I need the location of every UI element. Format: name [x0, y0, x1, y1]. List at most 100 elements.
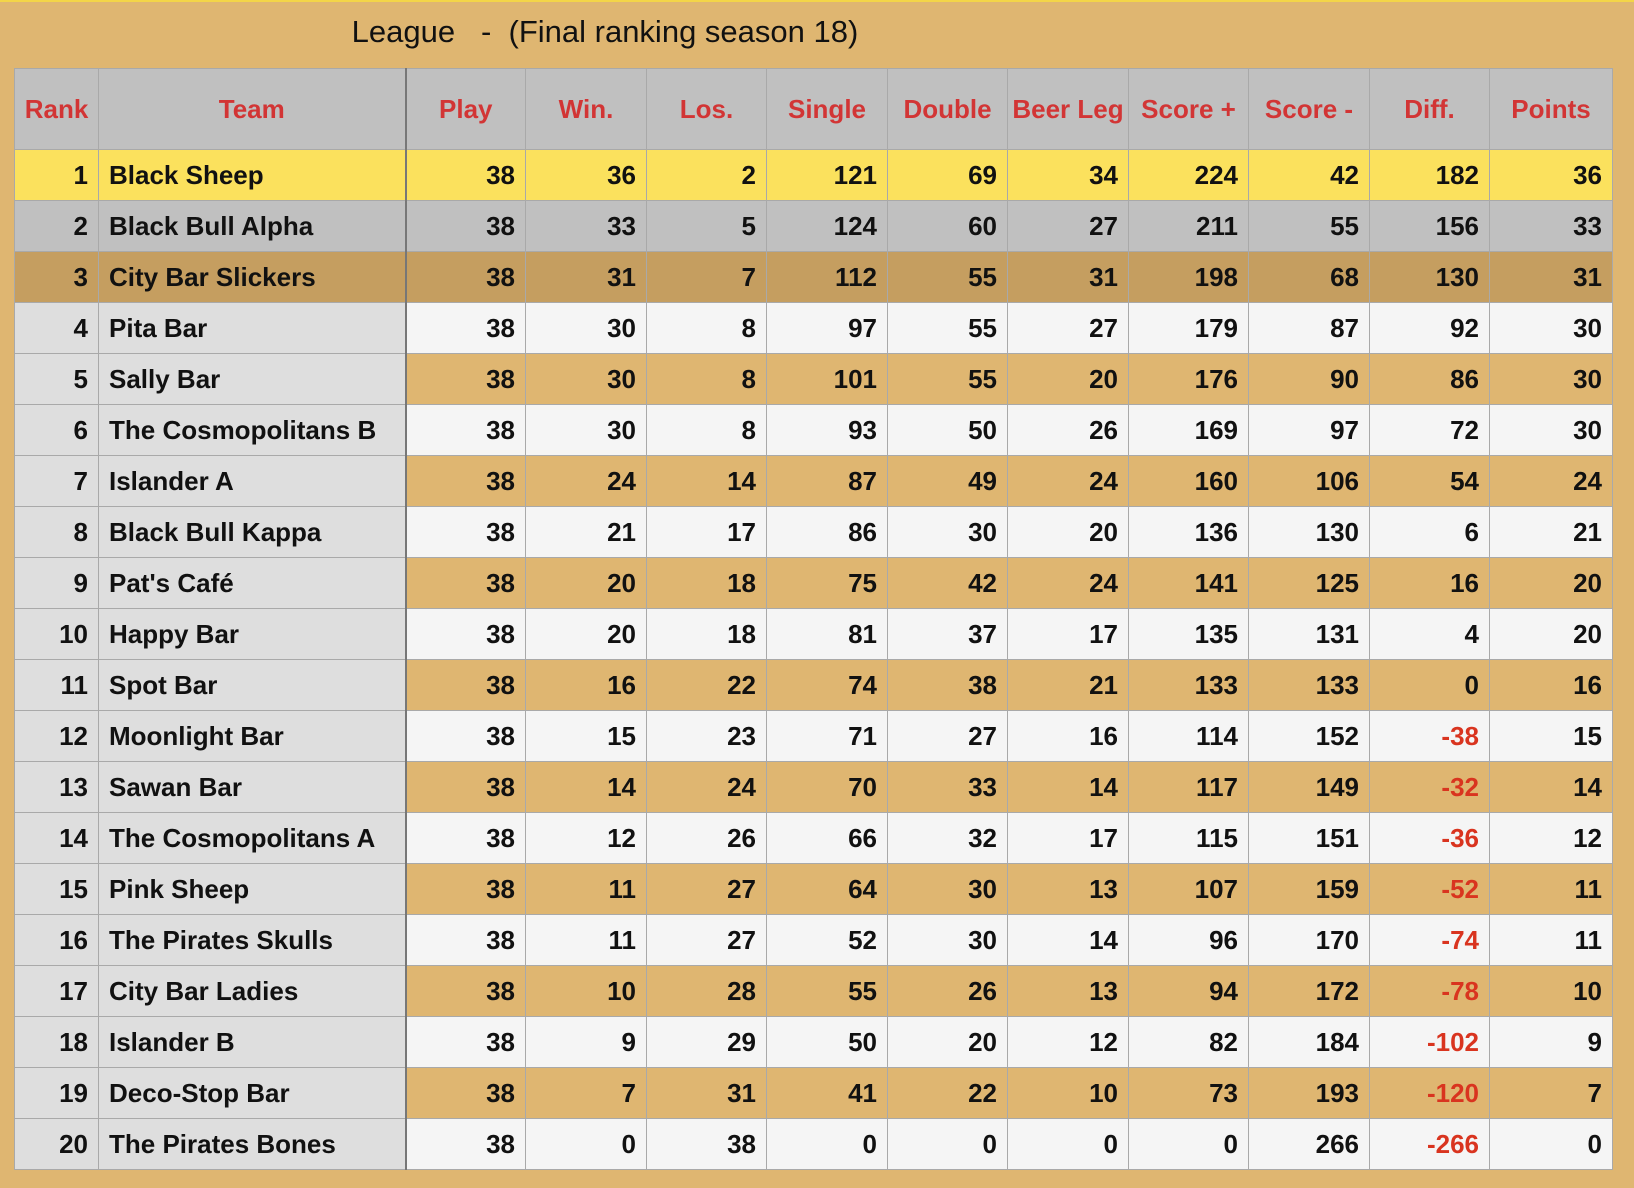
cell-diff: 156 — [1369, 200, 1490, 252]
column-header-play[interactable]: Play — [405, 68, 526, 150]
table-row[interactable]: 8 Black Bull Kappa 38 21 17 86 30 20 136 130 6 21 — [14, 506, 1613, 558]
cell-beer-leg: 24 — [1007, 455, 1129, 507]
column-header-los[interactable]: Los. — [646, 68, 767, 150]
table-row[interactable]: 5 Sally Bar 38 30 8 101 55 20 176 90 86 30 — [14, 353, 1613, 405]
cell-team: The Cosmopolitans B — [98, 404, 407, 456]
cell-los: 22 — [646, 659, 767, 711]
cell-los: 14 — [646, 455, 767, 507]
column-header-diff[interactable]: Diff. — [1369, 68, 1490, 150]
cell-score-plus: 96 — [1128, 914, 1249, 966]
cell-rank: 19 — [14, 1067, 99, 1119]
table-row[interactable]: 11 Spot Bar 38 16 22 74 38 21 133 133 0 16 — [14, 659, 1613, 711]
cell-score-minus: 149 — [1248, 761, 1370, 813]
column-header-points[interactable]: Points — [1489, 68, 1613, 150]
cell-double: 0 — [887, 1118, 1008, 1170]
cell-score-plus: 94 — [1128, 965, 1249, 1017]
cell-score-minus: 42 — [1248, 149, 1370, 201]
cell-points: 20 — [1489, 608, 1613, 660]
cell-score-plus: 133 — [1128, 659, 1249, 711]
table-row[interactable]: 19 Deco-Stop Bar 38 7 31 41 22 10 73 193 -120 7 — [14, 1067, 1613, 1119]
table-row[interactable]: 16 The Pirates Skulls 38 11 27 52 30 14 96 170 -74… — [14, 914, 1613, 966]
cell-win: 21 — [525, 506, 647, 558]
table-row[interactable]: 14 The Cosmopolitans A 38 12 26 66 32 17 115 151-… — [14, 812, 1613, 864]
cell-los: 23 — [646, 710, 767, 762]
cell-rank: 9 — [14, 557, 99, 609]
cell-win: 20 — [525, 608, 647, 660]
table-row[interactable]: 9 Pat's Café 38 20 18 75 42 24 141 125 16 20 — [14, 557, 1613, 609]
cell-double: 22 — [887, 1067, 1008, 1119]
cell-score-minus: 131 — [1248, 608, 1370, 660]
table-row[interactable]: 7 Islander A 38 24 14 87 49 24 160 106 54 24 — [14, 455, 1613, 507]
cell-diff: 182 — [1369, 149, 1490, 201]
cell-diff: 0 — [1369, 659, 1490, 711]
table-row[interactable]: 15 Pink Sheep 38 11 27 64 30 13 107 159 -52 11 — [14, 863, 1613, 915]
cell-beer-leg: 13 — [1007, 863, 1129, 915]
cell-play: 38 — [405, 812, 526, 864]
cell-beer-leg: 17 — [1007, 812, 1129, 864]
cell-score-minus: 266 — [1248, 1118, 1370, 1170]
column-header-rank[interactable]: Rank — [14, 68, 99, 150]
column-header-team[interactable]: Team — [98, 68, 407, 150]
cell-score-plus: 135 — [1128, 608, 1249, 660]
cell-win: 31 — [525, 251, 647, 303]
column-header-score-plus[interactable]: Score + — [1128, 68, 1249, 150]
cell-double: 69 — [887, 149, 1008, 201]
table-row[interactable]: 12 Moonlight Bar 38 15 23 71 27 16 114 152 -38 15 — [14, 710, 1613, 762]
table-row[interactable]: 17 City Bar Ladies 38 10 28 55 26 13 94 172 -78 10 — [14, 965, 1613, 1017]
cell-play: 38 — [405, 608, 526, 660]
column-header-single[interactable]: Single — [766, 68, 888, 150]
cell-beer-leg: 14 — [1007, 761, 1129, 813]
cell-play: 38 — [405, 659, 526, 711]
cell-score-plus: 176 — [1128, 353, 1249, 405]
cell-los: 7 — [646, 251, 767, 303]
cell-beer-leg: 20 — [1007, 353, 1129, 405]
cell-win: 7 — [525, 1067, 647, 1119]
table-row[interactable]: 3 City Bar Slickers 38 31 7 112 55 31 198 68 130 31 — [14, 251, 1613, 303]
column-header-win[interactable]: Win. — [525, 68, 647, 150]
cell-diff: -266 — [1369, 1118, 1490, 1170]
column-header-beer-leg[interactable]: Beer Leg — [1007, 68, 1129, 150]
cell-play: 38 — [405, 455, 526, 507]
cell-rank: 8 — [14, 506, 99, 558]
cell-single: 66 — [766, 812, 888, 864]
cell-double: 55 — [887, 251, 1008, 303]
cell-single: 112 — [766, 251, 888, 303]
cell-beer-leg: 14 — [1007, 914, 1129, 966]
table-row[interactable]: 10 Happy Bar 38 20 18 81 37 17 135 131 4 20 — [14, 608, 1613, 660]
cell-play: 38 — [405, 965, 526, 1017]
column-header-double[interactable]: Double — [887, 68, 1008, 150]
cell-rank: 12 — [14, 710, 99, 762]
cell-single: 97 — [766, 302, 888, 354]
table-row[interactable]: 6 The Cosmopolitans B 38 30 8 93 50 26 169 97 72 30 — [14, 404, 1613, 456]
cell-double: 20 — [887, 1016, 1008, 1068]
table-row[interactable]: 4 Pita Bar 38 30 8 97 55 27 179 87 92 30 — [14, 302, 1613, 354]
cell-diff: -52 — [1369, 863, 1490, 915]
cell-rank: 20 — [14, 1118, 99, 1170]
table-row[interactable]: 13 Sawan Bar 38 14 24 70 33 14 117 149 -32 14 — [14, 761, 1613, 813]
cell-team: Pink Sheep — [98, 863, 407, 915]
cell-diff: 130 — [1369, 251, 1490, 303]
table-row[interactable]: 1 Black Sheep 38 36 2 121 69 34 224 42 182 36 — [14, 149, 1613, 201]
cell-score-minus: 170 — [1248, 914, 1370, 966]
cell-score-plus: 107 — [1128, 863, 1249, 915]
cell-diff: -74 — [1369, 914, 1490, 966]
cell-play: 38 — [405, 1118, 526, 1170]
cell-beer-leg: 0 — [1007, 1118, 1129, 1170]
cell-rank: 3 — [14, 251, 99, 303]
cell-score-plus: 224 — [1128, 149, 1249, 201]
cell-diff: -32 — [1369, 761, 1490, 813]
cell-single: 70 — [766, 761, 888, 813]
table-row[interactable]: 18 Islander B 38 9 29 50 20 12 82 184 -102 9 — [14, 1016, 1613, 1068]
cell-win: 24 — [525, 455, 647, 507]
cell-team: The Pirates Bones — [98, 1118, 407, 1170]
cell-score-plus: 141 — [1128, 557, 1249, 609]
cell-los: 8 — [646, 353, 767, 405]
column-header-score-minus[interactable]: Score - — [1248, 68, 1370, 150]
cell-team: Spot Bar — [98, 659, 407, 711]
cell-win: 10 — [525, 965, 647, 1017]
cell-team: Deco-Stop Bar — [98, 1067, 407, 1119]
cell-points: 30 — [1489, 302, 1613, 354]
table-row[interactable]: 2 Black Bull Alpha 38 33 5 124 60 27 211 55 156 33 — [14, 200, 1613, 252]
cell-beer-leg: 12 — [1007, 1016, 1129, 1068]
table-row[interactable]: 20 The Pirates Bones 38 0 38 0 0 0 0 266 -266 0 — [14, 1118, 1613, 1170]
